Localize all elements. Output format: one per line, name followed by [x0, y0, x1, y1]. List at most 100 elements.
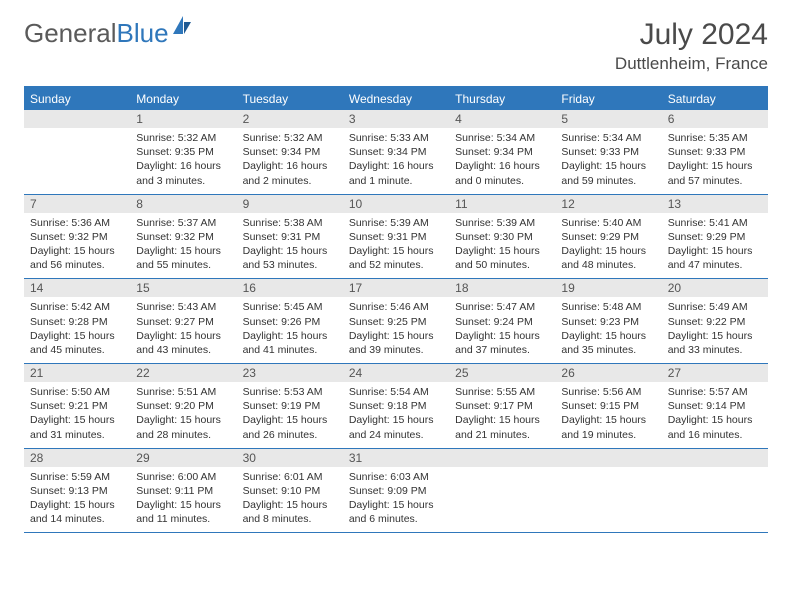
- title-block: July 2024 Duttlenheim, France: [615, 18, 768, 74]
- daybody-row: Sunrise: 5:32 AMSunset: 9:35 PM Daylight:…: [24, 128, 768, 194]
- day-line: Sunset: 9:28 PM: [30, 315, 124, 329]
- day-number: 31: [343, 449, 449, 467]
- day-body: Sunrise: 5:47 AMSunset: 9:24 PMDaylight:…: [449, 297, 555, 363]
- day-line: Sunset: 9:19 PM: [243, 399, 337, 413]
- title-location: Duttlenheim, France: [615, 54, 768, 74]
- day-line: Sunset: 9:29 PM: [668, 230, 762, 244]
- day-line: Daylight: 15 hours and 19 minutes.: [561, 413, 655, 441]
- day-body: Sunrise: 5:36 AMSunset: 9:32 PMDaylight:…: [24, 213, 130, 279]
- day-line: Sunset: 9:31 PM: [243, 230, 337, 244]
- day-body: Sunrise: 5:40 AMSunset: 9:29 PMDaylight:…: [555, 213, 661, 279]
- day-line: Sunrise: 5:34 AM: [561, 131, 655, 145]
- day-line: Sunset: 9:10 PM: [243, 484, 337, 498]
- day-number: 16: [237, 279, 343, 297]
- day-line: Daylight: 15 hours and 37 minutes.: [455, 329, 549, 357]
- day-line: Daylight: 15 hours and 16 minutes.: [668, 413, 762, 441]
- day-line: Sunset: 9:32 PM: [30, 230, 124, 244]
- dow-tue: Tuesday: [237, 88, 343, 110]
- day-line: Sunrise: 5:45 AM: [243, 300, 337, 314]
- day-number: 26: [555, 364, 661, 382]
- day-line: Daylight: 15 hours and 33 minutes.: [668, 329, 762, 357]
- day-number: 22: [130, 364, 236, 382]
- daynum-row: 21222324252627: [24, 364, 768, 382]
- day-line: Daylight: 15 hours and 14 minutes.: [30, 498, 124, 526]
- day-line: Daylight: 15 hours and 24 minutes.: [349, 413, 443, 441]
- day-number: 7: [24, 195, 130, 213]
- day-line: Sunrise: 5:37 AM: [136, 216, 230, 230]
- day-line: Sunrise: 5:41 AM: [668, 216, 762, 230]
- week-row: 28293031Sunrise: 5:59 AMSunset: 9:13 PMD…: [24, 449, 768, 534]
- day-body: Sunrise: 5:34 AMSunset: 9:33 PMDaylight:…: [555, 128, 661, 194]
- day-line: Sunset: 9:27 PM: [136, 315, 230, 329]
- day-number: 6: [662, 110, 768, 128]
- week-row: 78910111213Sunrise: 5:36 AMSunset: 9:32 …: [24, 195, 768, 280]
- day-line: Daylight: 15 hours and 39 minutes.: [349, 329, 443, 357]
- day-line: Sunrise: 5:55 AM: [455, 385, 549, 399]
- daybody-row: Sunrise: 5:59 AMSunset: 9:13 PMDaylight:…: [24, 467, 768, 533]
- day-number: 29: [130, 449, 236, 467]
- week-row: 21222324252627Sunrise: 5:50 AMSunset: 9:…: [24, 364, 768, 449]
- logo: GeneralBlue: [24, 18, 193, 49]
- day-body: Sunrise: 5:51 AMSunset: 9:20 PMDaylight:…: [130, 382, 236, 448]
- logo-text: GeneralBlue: [24, 18, 169, 49]
- day-line: Sunrise: 5:38 AM: [243, 216, 337, 230]
- weeks-container: 12 3456 Sunrise: 5:32 AMSunset: 9:35 PM Day…: [24, 110, 768, 533]
- day-body: Sunrise: 5:35 AMSunset: 9:33 PMDaylight:…: [662, 128, 768, 194]
- day-number: 9: [237, 195, 343, 213]
- day-line: Daylight: 15 hours and 31 minutes.: [30, 413, 124, 441]
- day-line: Daylight: 15 hours and 26 minutes.: [243, 413, 337, 441]
- dow-wed: Wednesday: [343, 88, 449, 110]
- page-header: GeneralBlue July 2024 Duttlenheim, Franc…: [0, 0, 792, 82]
- day-line: Sunrise: 6:01 AM: [243, 470, 337, 484]
- day-line: Sunrise: 5:40 AM: [561, 216, 655, 230]
- day-line: Daylight: 15 hours and 47 minutes.: [668, 244, 762, 272]
- week-row: 14151617181920Sunrise: 5:42 AMSunset: 9:…: [24, 279, 768, 364]
- day-line: Sunset: 9:29 PM: [561, 230, 655, 244]
- day-number: [662, 449, 768, 467]
- day-number: 27: [662, 364, 768, 382]
- day-body: Sunrise: 5:32 AMSunset: 9:35 PMDaylight:…: [130, 128, 236, 194]
- day-line: Daylight: 15 hours and 11 minutes.: [136, 498, 230, 526]
- day-line: Daylight: 15 hours and 53 minutes.: [243, 244, 337, 272]
- day-line: Sunset: 9:14 PM: [668, 399, 762, 413]
- day-line: Sunrise: 5:32 AM: [136, 131, 230, 145]
- dow-thu: Thursday: [449, 88, 555, 110]
- day-line: Daylight: 15 hours and 35 minutes.: [561, 329, 655, 357]
- day-line: Sunset: 9:17 PM: [455, 399, 549, 413]
- day-line: Sunset: 9:34 PM: [243, 145, 337, 159]
- title-month: July 2024: [615, 18, 768, 52]
- day-line: Sunrise: 5:57 AM: [668, 385, 762, 399]
- day-line: Daylight: 16 hours and 1 minute.: [349, 159, 443, 187]
- day-line: Sunrise: 5:49 AM: [668, 300, 762, 314]
- day-line: Sunset: 9:22 PM: [668, 315, 762, 329]
- dow-sun: Sunday: [24, 88, 130, 110]
- day-body: Sunrise: 5:38 AMSunset: 9:31 PMDaylight:…: [237, 213, 343, 279]
- day-line: Daylight: 15 hours and 55 minutes.: [136, 244, 230, 272]
- day-line: Sunset: 9:25 PM: [349, 315, 443, 329]
- day-line: Daylight: 15 hours and 41 minutes.: [243, 329, 337, 357]
- day-number: 15: [130, 279, 236, 297]
- day-number: 5: [555, 110, 661, 128]
- day-body: Sunrise: 5:48 AMSunset: 9:23 PMDaylight:…: [555, 297, 661, 363]
- day-line: Sunrise: 5:56 AM: [561, 385, 655, 399]
- day-line: Sunrise: 5:46 AM: [349, 300, 443, 314]
- logo-text-1: General: [24, 18, 117, 48]
- day-line: Daylight: 15 hours and 50 minutes.: [455, 244, 549, 272]
- day-body: Sunrise: 5:45 AMSunset: 9:26 PMDaylight:…: [237, 297, 343, 363]
- day-line: Sunset: 9:18 PM: [349, 399, 443, 413]
- day-line: Sunrise: 5:54 AM: [349, 385, 443, 399]
- day-number: [449, 449, 555, 467]
- day-number: 24: [343, 364, 449, 382]
- day-line: Sunset: 9:35 PM: [136, 145, 230, 159]
- day-number: 3: [343, 110, 449, 128]
- day-line: Sunrise: 5:34 AM: [455, 131, 549, 145]
- day-number: 12: [555, 195, 661, 213]
- sail-icon: [171, 14, 193, 41]
- day-body: Sunrise: 5:42 AMSunset: 9:28 PMDaylight:…: [24, 297, 130, 363]
- day-number: 11: [449, 195, 555, 213]
- day-body: [555, 467, 661, 533]
- calendar: Sunday Monday Tuesday Wednesday Thursday…: [24, 86, 768, 533]
- day-number: 4: [449, 110, 555, 128]
- day-body: [662, 467, 768, 533]
- daynum-row: 14151617181920: [24, 279, 768, 297]
